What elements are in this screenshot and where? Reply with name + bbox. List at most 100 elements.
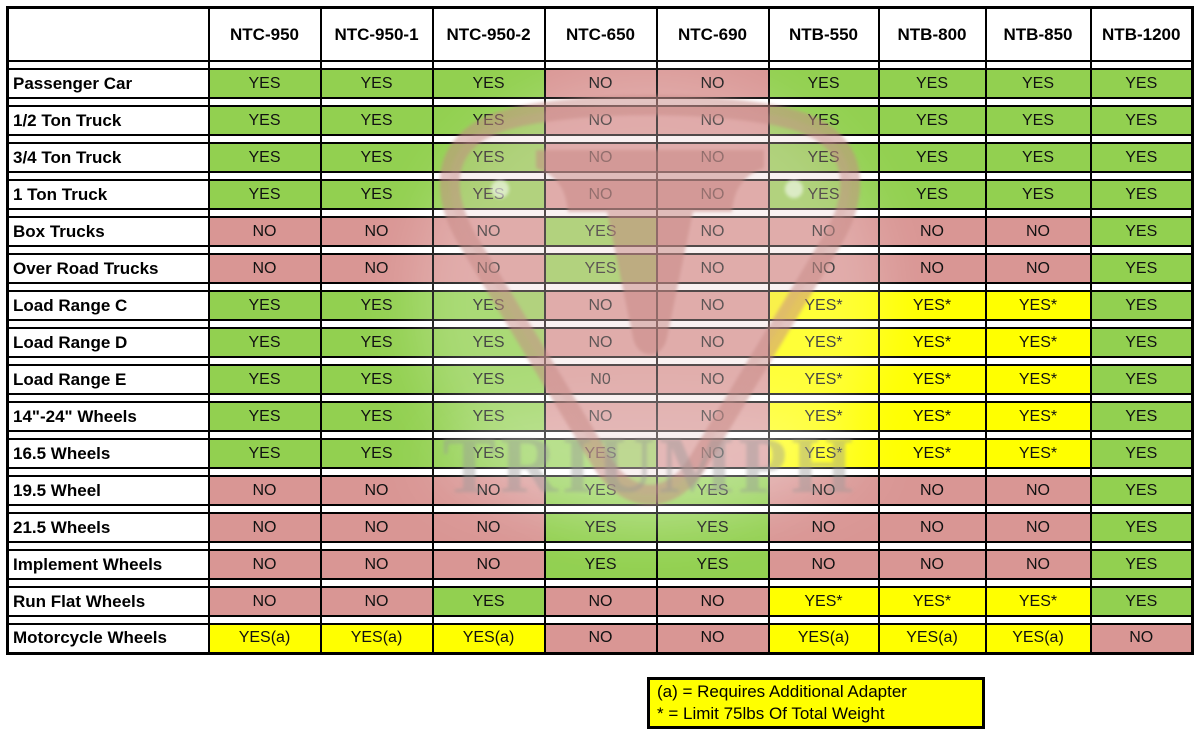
spacer-cell: [767, 97, 880, 107]
table-row: Run Flat Wheels NO NO YES NO NO YES* YES* YES* YE…: [6, 586, 1194, 617]
spacer-cell: [1089, 208, 1194, 218]
spacer-cell: [655, 282, 770, 292]
spacer-cell: [319, 467, 434, 477]
legend-line-adapter: (a) = Requires Additional Adapter: [657, 682, 907, 701]
spacer-cell: [207, 356, 322, 366]
spacer-cell: [319, 319, 434, 329]
row-spacer: [6, 504, 1194, 514]
compat-cell: YES*: [877, 586, 987, 617]
spacer-cell: [319, 356, 434, 366]
spacer-cell: [319, 282, 434, 292]
compat-cell: NO: [543, 586, 658, 617]
compat-cell: NO: [431, 216, 546, 247]
row-label: Load Range C: [6, 290, 210, 321]
row-spacer: [6, 393, 1194, 403]
spacer-cell: [767, 356, 880, 366]
column-header-ntb-800: NTB-800: [877, 6, 987, 62]
compat-cell: YES: [207, 68, 322, 99]
row-spacer: [6, 97, 1194, 107]
spacer-cell: [543, 578, 658, 588]
spacer-cell: [984, 356, 1092, 366]
spacer-cell: [655, 60, 770, 70]
table-row: 16.5 Wheels YES YES YES YES NO YES* YES* YES* YES: [6, 438, 1194, 469]
compat-cell: YES: [1089, 216, 1194, 247]
compat-cell: YES*: [984, 327, 1092, 358]
spacer-cell: [655, 134, 770, 144]
spacer-cell: [431, 578, 546, 588]
compat-cell: YES*: [984, 290, 1092, 321]
compat-cell: YES*: [877, 290, 987, 321]
compat-cell: NO: [877, 512, 987, 543]
spacer-cell: [767, 615, 880, 625]
compat-cell: YES: [984, 105, 1092, 136]
compat-cell: YES: [319, 142, 434, 173]
compat-cell: NO: [984, 549, 1092, 580]
compat-cell: YES: [543, 253, 658, 284]
compat-cell: YES: [1089, 68, 1194, 99]
compat-cell: NO: [655, 179, 770, 210]
compat-cell: NO: [655, 438, 770, 469]
row-label: Load Range E: [6, 364, 210, 395]
compat-cell: YES: [431, 438, 546, 469]
spacer-cell: [1089, 541, 1194, 551]
spacer-cell: [543, 171, 658, 181]
spacer-cell: [431, 356, 546, 366]
spacer-cell: [984, 245, 1092, 255]
spacer-cell: [543, 467, 658, 477]
spacer-cell: [319, 134, 434, 144]
compat-cell: YES*: [767, 438, 880, 469]
table-row: Load Range E YES YES YES N0 NO YES* YES* YES* YES: [6, 364, 1194, 395]
row-label: 19.5 Wheel: [6, 475, 210, 506]
compat-cell: YES*: [877, 364, 987, 395]
table-row: Load Range C YES YES YES NO NO YES* YES* YES* YES: [6, 290, 1194, 321]
compat-cell: YES: [319, 364, 434, 395]
row-spacer: [6, 467, 1194, 477]
spacer-cell: [984, 134, 1092, 144]
compat-cell: YES: [431, 290, 546, 321]
spacer-cell: [877, 467, 987, 477]
compat-cell: YES: [984, 68, 1092, 99]
spacer-cell: [207, 97, 322, 107]
spacer-cell: [1089, 319, 1194, 329]
spacer-cell: [319, 578, 434, 588]
compat-cell: YES(a): [767, 623, 880, 654]
column-header-ntb-850: NTB-850: [984, 6, 1092, 62]
compat-cell: NO: [207, 512, 322, 543]
spacer-cell: [6, 208, 210, 218]
compat-cell: YES: [1089, 290, 1194, 321]
spacer-cell: [655, 171, 770, 181]
compat-cell: YES: [207, 438, 322, 469]
spacer-cell: [431, 467, 546, 477]
spacer-cell: [543, 60, 658, 70]
compat-cell: YES: [655, 475, 770, 506]
compat-cell: YES: [207, 327, 322, 358]
spacer-cell: [207, 467, 322, 477]
compat-cell: NO: [431, 253, 546, 284]
table-row: 3/4 Ton Truck YES YES YES NO NO YES YES YES YES: [6, 142, 1194, 173]
spacer-cell: [1089, 171, 1194, 181]
compat-cell: YES: [1089, 364, 1194, 395]
compat-cell: YES: [1089, 253, 1194, 284]
spacer-cell: [877, 319, 987, 329]
compat-cell: NO: [984, 475, 1092, 506]
spacer-cell: [543, 282, 658, 292]
compat-cell: NO: [1089, 623, 1194, 654]
column-header-ntb-550: NTB-550: [767, 6, 880, 62]
compat-cell: NO: [655, 364, 770, 395]
spacer-cell: [1089, 282, 1194, 292]
spacer-cell: [655, 393, 770, 403]
spacer-cell: [984, 319, 1092, 329]
corner-cell: [6, 6, 210, 62]
compat-cell: NO: [767, 475, 880, 506]
spacer-cell: [984, 541, 1092, 551]
spacer-cell: [319, 504, 434, 514]
spacer-cell: [319, 393, 434, 403]
spacer-cell: [6, 430, 210, 440]
row-spacer: [6, 60, 1194, 70]
spacer-cell: [655, 319, 770, 329]
compat-cell: YES: [1089, 401, 1194, 432]
row-label: Load Range D: [6, 327, 210, 358]
spacer-cell: [6, 467, 210, 477]
table-row: 14"-24" Wheels YES YES YES NO NO YES* YES* YES* Y…: [6, 401, 1194, 432]
spacer-cell: [655, 430, 770, 440]
